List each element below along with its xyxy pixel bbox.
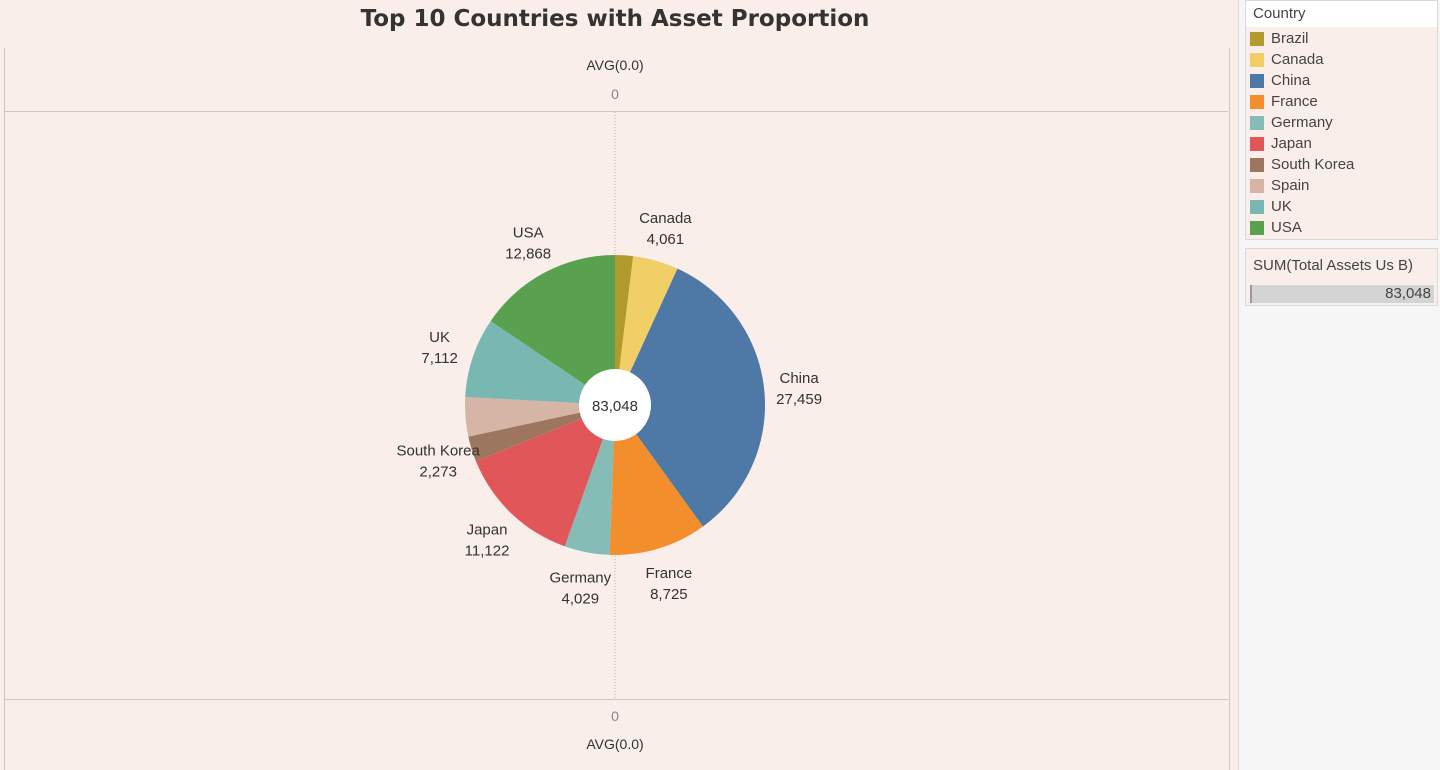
- legend-label: Spain: [1271, 177, 1310, 194]
- slice-label-value: 4,029: [562, 591, 600, 608]
- pie-slice-spain[interactable]: [465, 396, 615, 437]
- legend-swatch: [1250, 178, 1264, 193]
- slice-label-value: 8,725: [650, 586, 688, 603]
- legend-item-china[interactable]: China: [1246, 70, 1437, 91]
- slice-label-china: China 27,459: [776, 370, 822, 408]
- slice-label-value: 4,061: [647, 231, 685, 248]
- slice-labels: Canada 4,061 China 27,459 France 8,725 Germany…: [396, 210, 822, 608]
- slice-label-japan: Japan 11,122: [465, 522, 510, 560]
- legend-label: France: [1271, 93, 1318, 110]
- chart-title: Top 10 Countries with Asset Proportion: [360, 6, 870, 32]
- legend-item-spain[interactable]: Spain: [1246, 175, 1437, 196]
- slice-label-value: 27,459: [776, 391, 822, 408]
- legend-swatch: [1250, 115, 1264, 130]
- legend-items: Brazil Canada China France Germany Japan South…: [1246, 28, 1437, 238]
- slice-label-canada: Canada 4,061: [639, 210, 692, 248]
- slice-label-name: South Korea: [396, 442, 480, 459]
- legend-label: Brazil: [1271, 30, 1309, 47]
- slice-label-uk: UK 7,112: [421, 329, 457, 367]
- pie-slice-south-korea[interactable]: [468, 405, 615, 462]
- bottom-axis-tick: 0: [611, 708, 619, 724]
- pie-slice-japan[interactable]: [475, 405, 615, 547]
- legend-swatch: [1250, 94, 1264, 109]
- top-axis-tick: 0: [611, 86, 619, 102]
- legend-label: Canada: [1271, 51, 1324, 68]
- slice-label-name: Canada: [639, 210, 692, 227]
- pie-slice-germany[interactable]: [564, 405, 615, 555]
- center-hole: [579, 369, 651, 441]
- top-axis-label: AVG(0.0): [586, 57, 644, 73]
- slice-label-germany: Germany 4,029: [549, 570, 611, 608]
- legend-swatch: [1250, 31, 1264, 46]
- slice-label-south-korea: South Korea 2,273: [396, 442, 480, 480]
- sum-filter-card: SUM(Total Assets Us B) 83,048: [1245, 248, 1438, 306]
- legend-title: Country: [1246, 1, 1437, 28]
- pie-slice-usa[interactable]: [490, 255, 615, 405]
- bottom-axis-label: AVG(0.0): [586, 736, 644, 752]
- slice-label-name: France: [646, 565, 693, 582]
- pie-slice-brazil[interactable]: [615, 255, 634, 405]
- slice-label-usa: USA 12,868: [505, 225, 551, 263]
- pie-slice-uk[interactable]: [465, 321, 615, 405]
- slice-label-value: 11,122: [465, 543, 510, 560]
- pie-slice-china[interactable]: [615, 268, 765, 527]
- legend-item-uk[interactable]: UK: [1246, 196, 1437, 217]
- legend-label: Japan: [1271, 135, 1312, 152]
- legend-label: UK: [1271, 198, 1292, 215]
- side-panel: Country Brazil Canada China France Germany Ja…: [1238, 0, 1440, 770]
- slice-label-value: 7,112: [421, 350, 457, 367]
- legend-item-france[interactable]: France: [1246, 91, 1437, 112]
- legend-item-germany[interactable]: Germany: [1246, 112, 1437, 133]
- slice-label-name: USA: [513, 225, 544, 242]
- top-axis-divider: [4, 111, 1228, 112]
- legend-label: Germany: [1271, 114, 1333, 131]
- center-total-label: 83,048: [592, 398, 638, 415]
- legend-swatch: [1250, 73, 1264, 88]
- legend-item-japan[interactable]: Japan: [1246, 133, 1437, 154]
- legend-swatch: [1250, 52, 1264, 67]
- slice-label-value: 2,273: [419, 463, 457, 480]
- legend-swatch: [1250, 157, 1264, 172]
- pie-slice-canada[interactable]: [615, 256, 678, 405]
- slice-label-name: China: [780, 370, 820, 387]
- sum-filter-value: 83,048: [1385, 285, 1431, 302]
- bottom-axis-divider: [4, 699, 1228, 700]
- pie-slice-france[interactable]: [609, 405, 703, 555]
- pie-slices: [465, 255, 765, 555]
- slice-label-name: Japan: [467, 522, 508, 539]
- legend-item-usa[interactable]: USA: [1246, 217, 1437, 238]
- legend-item-brazil[interactable]: Brazil: [1246, 28, 1437, 49]
- slice-label-name: UK: [429, 329, 450, 346]
- legend-label: South Korea: [1271, 156, 1355, 173]
- legend-label: China: [1271, 72, 1311, 89]
- legend-swatch: [1250, 136, 1264, 151]
- legend-item-canada[interactable]: Canada: [1246, 49, 1437, 70]
- legend-swatch: [1250, 199, 1264, 214]
- legend-swatch: [1250, 220, 1264, 235]
- legend-label: USA: [1271, 219, 1302, 236]
- sum-filter-title: SUM(Total Assets Us B): [1253, 257, 1414, 274]
- slice-label-france: France 8,725: [646, 565, 693, 603]
- pie-chart: 83,048 Canada 4,061 China 27,459 France 8,725…: [396, 112, 822, 698]
- sum-filter-bar[interactable]: 83,048: [1250, 285, 1434, 303]
- color-legend: Country Brazil Canada China France Germany Ja…: [1245, 0, 1438, 240]
- slice-label-value: 12,868: [505, 246, 551, 263]
- slice-label-name: Germany: [549, 570, 611, 587]
- legend-item-south-korea[interactable]: South Korea: [1246, 154, 1437, 175]
- chart-area: [4, 48, 1230, 770]
